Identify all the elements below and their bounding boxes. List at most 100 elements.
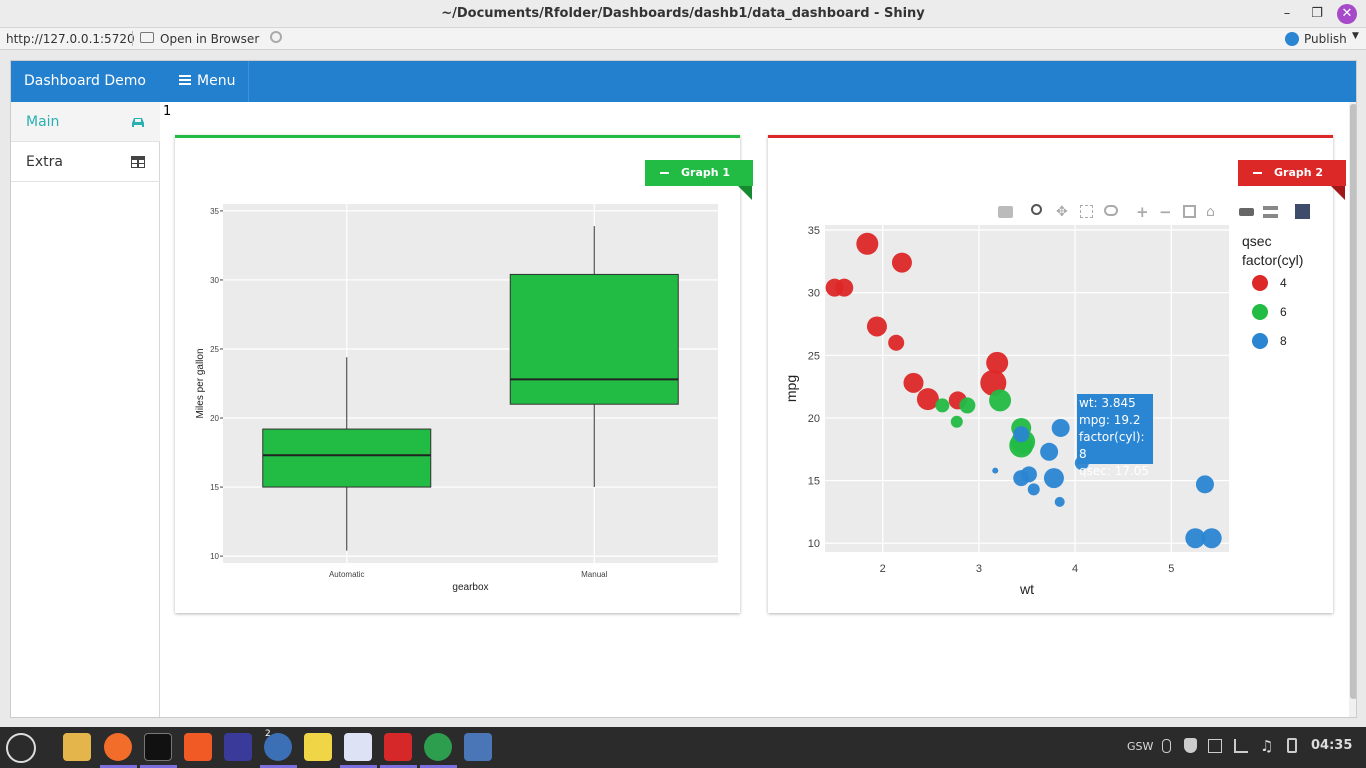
legend-title: qsec <box>1242 233 1272 249</box>
scrollbar-thumb[interactable] <box>1350 104 1356 699</box>
window-titlebar: ~/Documents/Rfolder/Dashboards/dashb1/da… <box>0 0 1366 28</box>
tooltip-line: factor(cyl): 8 <box>1079 430 1145 461</box>
minus-icon <box>660 172 669 174</box>
battery-icon[interactable] <box>1287 738 1297 753</box>
network-icon[interactable] <box>1234 739 1248 753</box>
pan-icon[interactable]: ✥ <box>1056 204 1068 220</box>
refresh-icon[interactable] <box>270 31 282 43</box>
active-indicator <box>380 765 417 768</box>
shield-icon[interactable] <box>1184 738 1197 753</box>
lasso-icon[interactable] <box>1104 205 1118 216</box>
menu-toggle-button[interactable]: Menu <box>169 61 249 102</box>
data-point <box>1013 426 1030 443</box>
viewer-toolbar: http://127.0.0.1:5720 Open in Browser Pu… <box>0 28 1366 50</box>
box <box>262 428 432 488</box>
compare-hover-icon[interactable] <box>1263 206 1278 218</box>
data-point <box>1195 475 1214 494</box>
table-icon <box>131 156 145 168</box>
tooltip-line: wt: 3.845 <box>1079 396 1136 410</box>
graph2-ribbon[interactable]: Graph 2 <box>1238 160 1346 186</box>
chrome-icon[interactable] <box>424 733 452 761</box>
maximize-button[interactable]: ❐ <box>1311 6 1323 21</box>
publish-dropdown-icon[interactable]: ▼ <box>1352 31 1359 41</box>
notes-tray-icon[interactable] <box>1208 739 1222 753</box>
hover-tooltip: wt: 3.845 mpg: 19.2 factor(cyl): 8 qsec:… <box>1077 394 1153 478</box>
data-point <box>989 389 1012 412</box>
divider <box>132 31 133 46</box>
y-axis-label: Miles per gallon <box>195 348 206 418</box>
data-point <box>959 397 976 414</box>
publish-icon <box>1285 32 1299 46</box>
zoom-icon[interactable] <box>1031 204 1042 215</box>
vertical-scrollbar[interactable] <box>1349 102 1356 717</box>
scatter-chart: 10 15 20 25 30 35 2 3 4 5 wt mpg qsec factor(cyl) 4 6 8 <box>783 225 1303 597</box>
minimize-button[interactable]: – <box>1283 6 1291 21</box>
data-point <box>1043 468 1064 489</box>
media-player-icon[interactable] <box>224 733 252 761</box>
data-point <box>916 388 939 411</box>
x-axis-label: gearbox <box>452 582 488 593</box>
open-in-browser-button[interactable]: Open in Browser <box>160 32 260 46</box>
zoom-out-icon[interactable]: − <box>1159 203 1172 221</box>
plotly-logo-icon[interactable] <box>1295 204 1310 219</box>
box-select-icon[interactable] <box>1080 205 1093 218</box>
ribbon-label: Graph 2 <box>1274 166 1324 179</box>
keyboard-layout[interactable]: GSW <box>1127 740 1154 753</box>
screenshot-icon[interactable] <box>464 733 492 761</box>
data-point <box>835 278 854 297</box>
y-tick-label: 25 <box>808 350 820 362</box>
home-icon[interactable]: ⌂ <box>1206 204 1215 220</box>
boxplot-chart: 10 15 20 25 30 35 Automatic Manual gearbox Miles … <box>195 204 718 593</box>
graph1-ribbon[interactable]: Graph 1 <box>645 160 753 186</box>
taskbar: 2 GSW ♫ 04:35 <box>0 727 1366 768</box>
camera-icon[interactable] <box>998 206 1013 218</box>
terminal-icon[interactable] <box>144 733 172 761</box>
open-browser-icon <box>140 32 154 43</box>
ribbon-label: Graph 1 <box>681 166 731 179</box>
data-point <box>1201 528 1222 549</box>
sidebar-item-extra[interactable]: Extra <box>11 142 160 182</box>
publish-button[interactable]: Publish <box>1304 32 1347 46</box>
hamburger-icon <box>179 75 191 85</box>
y-tick-label: 30 <box>210 276 219 285</box>
notes-icon[interactable] <box>304 733 332 761</box>
rstudio-icon[interactable] <box>264 733 292 761</box>
brave-icon[interactable] <box>184 733 212 761</box>
text-editor-icon[interactable] <box>344 733 372 761</box>
data-point <box>935 398 950 413</box>
y-tick-label: 35 <box>210 207 219 216</box>
data-point <box>866 316 887 337</box>
legend-marker <box>1252 304 1268 320</box>
data-point <box>856 232 879 255</box>
zoom-in-icon[interactable]: + <box>1136 203 1149 221</box>
firefox-icon[interactable] <box>104 733 132 761</box>
y-tick-label: 15 <box>808 476 820 488</box>
sidebar-item-label: Main <box>26 114 60 130</box>
data-point <box>891 252 912 273</box>
sidebar-item-main[interactable]: Main <box>11 102 160 142</box>
dashboard-logo[interactable]: Dashboard Demo <box>23 73 146 89</box>
tooltip-line: qsec: 17.05 <box>1079 464 1150 478</box>
app-icon[interactable] <box>384 733 412 761</box>
data-point <box>1054 496 1065 507</box>
files-icon[interactable] <box>63 733 91 761</box>
x-tick-label: Automatic <box>329 570 365 579</box>
sound-icon[interactable]: ♫ <box>1260 737 1274 755</box>
window-count-badge: 2 <box>265 729 271 739</box>
autoscale-icon[interactable] <box>1183 205 1196 218</box>
legend-marker <box>1252 333 1268 349</box>
spike-lines-icon[interactable] <box>1239 208 1254 216</box>
box <box>509 273 679 405</box>
x-tick-label: Manual <box>581 570 607 579</box>
y-axis-label: mpg <box>783 375 799 402</box>
y-tick-label: 30 <box>808 288 820 300</box>
mint-menu-icon[interactable] <box>6 733 36 763</box>
counter-text: 1 <box>163 104 172 119</box>
window-title: ~/Documents/Rfolder/Dashboards/dashb1/da… <box>441 6 925 21</box>
tooltip-line: mpg: 19.2 <box>1079 413 1141 427</box>
active-indicator <box>420 765 457 768</box>
active-indicator <box>340 765 377 768</box>
close-button[interactable]: ✕ <box>1337 4 1357 24</box>
bluetooth-icon[interactable] <box>1162 739 1171 753</box>
clock[interactable]: 04:35 <box>1311 738 1353 753</box>
